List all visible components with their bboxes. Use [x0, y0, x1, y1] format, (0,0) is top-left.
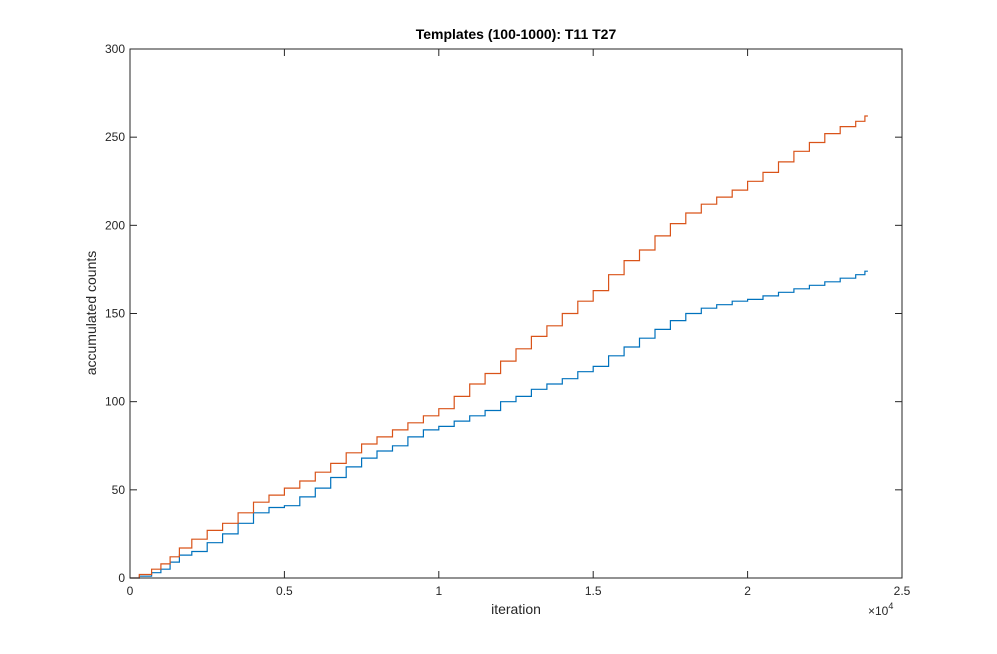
axes-box: [129, 48, 903, 579]
series-line-1: [130, 270, 868, 579]
x-axis-title: iteration: [491, 601, 541, 617]
axis-ticks: 0 0.5 1 1.5 2 2.5 0 50 100 150 200 250 300: [105, 42, 911, 598]
x-tick-label: 0.5: [276, 584, 293, 598]
chart-title: Templates (100-1000): T11 T27: [416, 26, 617, 42]
y-axis-title: accumulated counts: [83, 251, 99, 376]
y-tick-label: 250: [105, 130, 125, 144]
y-tick-label: 150: [105, 307, 125, 321]
series-line-2: [130, 115, 868, 579]
x-multiplier-exponent: 4: [888, 601, 893, 611]
x-tick-label: 2: [744, 584, 751, 598]
y-tick-label: 50: [112, 483, 126, 497]
y-tick-label: 200: [105, 218, 125, 232]
x-tick-label: 1: [435, 584, 442, 598]
x-tick-label: 0: [127, 584, 134, 598]
x-multiplier-base: ×10: [868, 604, 889, 618]
y-tick-label: 300: [105, 42, 125, 56]
x-tick-label: 2.5: [894, 584, 911, 598]
y-tick-label: 100: [105, 395, 125, 409]
y-tick-label: 0: [118, 571, 125, 585]
x-tick-label: 1.5: [585, 584, 602, 598]
x-axis-multiplier: ×104: [868, 601, 893, 618]
series-layer: [130, 115, 868, 579]
